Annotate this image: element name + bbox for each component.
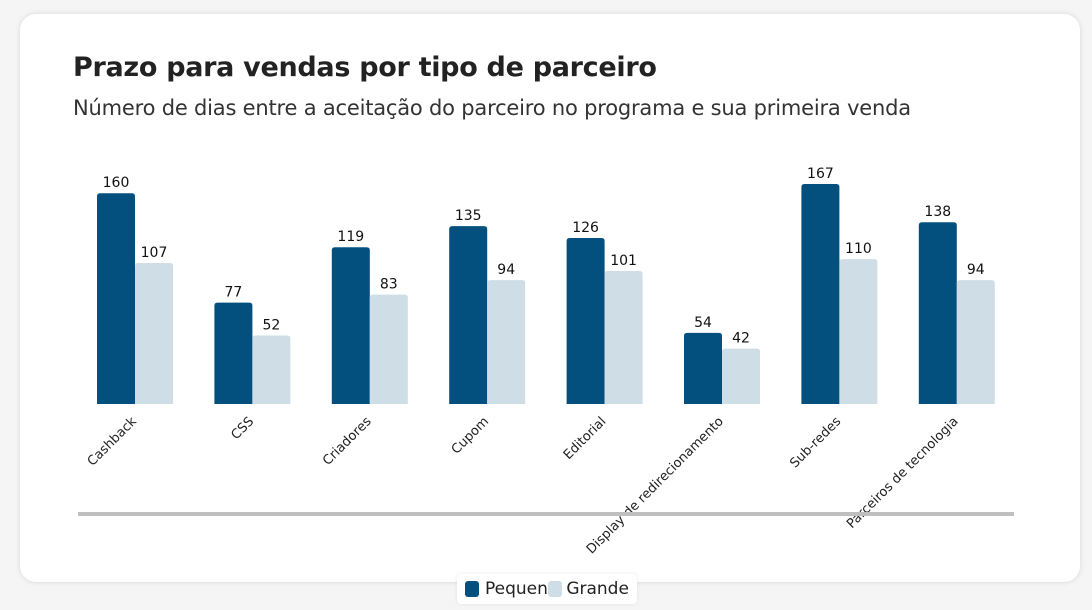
bar-grande-5[interactable] [722, 348, 760, 404]
legend-label-grande: Grande [566, 579, 629, 599]
bar-grande-1[interactable] [252, 335, 291, 404]
bar-grande-3[interactable] [487, 280, 526, 404]
data-label-pequeno-6: 167 [807, 166, 834, 182]
chart-legend: Pequeno Grande [457, 574, 637, 604]
bar-grande-4[interactable] [604, 270, 643, 404]
data-label-grande-2: 83 [380, 277, 398, 293]
legend-label-pequeno: Pequeno [485, 579, 559, 599]
data-label-grande-1: 52 [262, 317, 280, 333]
bar-grande-0[interactable] [135, 263, 173, 404]
chart-subtitle: Número de dias entre a aceitação do parc… [73, 96, 911, 120]
data-label-pequeno-0: 160 [103, 175, 130, 191]
bar-pequeno-7[interactable] [918, 222, 957, 404]
bar-pequeno-5[interactable] [684, 332, 722, 404]
bar-pequeno-1[interactable] [214, 302, 253, 404]
bar-pequeno-6[interactable] [801, 184, 840, 404]
category-label-5: Display de redirecionamento [584, 414, 727, 557]
data-label-pequeno-3: 135 [455, 208, 482, 224]
data-label-grande-5: 42 [732, 331, 750, 347]
legend-swatch-grande [548, 581, 563, 597]
data-label-pequeno-2: 119 [337, 229, 364, 245]
bar-grande-6[interactable] [839, 259, 878, 404]
category-label-3: Cupom [449, 414, 492, 457]
data-label-pequeno-1: 77 [224, 285, 242, 301]
data-label-grande-4: 101 [610, 253, 637, 269]
legend-item-pequeno[interactable]: Pequeno [465, 579, 558, 599]
bar-pequeno-0[interactable] [97, 193, 135, 404]
bar-grande-2[interactable] [369, 294, 408, 404]
bar-chart: 160 107 Cashback 77 52 CSS 119 83 Criadores 135 94… [78, 166, 1014, 557]
category-label-6: Sub-redes [787, 414, 844, 471]
legend-swatch-pequeno [465, 581, 479, 597]
bar-pequeno-3[interactable] [449, 226, 488, 404]
category-label-0: Cashback [85, 414, 140, 469]
data-label-grande-0: 107 [141, 245, 168, 261]
bar-grande-7[interactable] [956, 280, 995, 404]
data-label-grande-3: 94 [497, 262, 515, 278]
chart-title: Prazo para vendas por tipo de parceiro [73, 52, 657, 83]
data-label-pequeno-4: 126 [572, 220, 599, 236]
data-label-pequeno-5: 54 [694, 315, 712, 331]
data-label-pequeno-7: 138 [924, 204, 951, 220]
category-label-2: Criadores [320, 414, 375, 469]
data-label-grande-6: 110 [845, 241, 872, 257]
bar-pequeno-4[interactable] [566, 238, 605, 404]
legend-item-grande[interactable]: Grande [548, 579, 629, 599]
chart-card: Prazo para vendas por tipo de parceiro N… [20, 14, 1080, 582]
bar-pequeno-2[interactable] [331, 247, 370, 404]
category-label-4: Editorial [561, 414, 610, 463]
category-label-1: CSS [229, 414, 258, 443]
data-label-grande-7: 94 [967, 262, 985, 278]
